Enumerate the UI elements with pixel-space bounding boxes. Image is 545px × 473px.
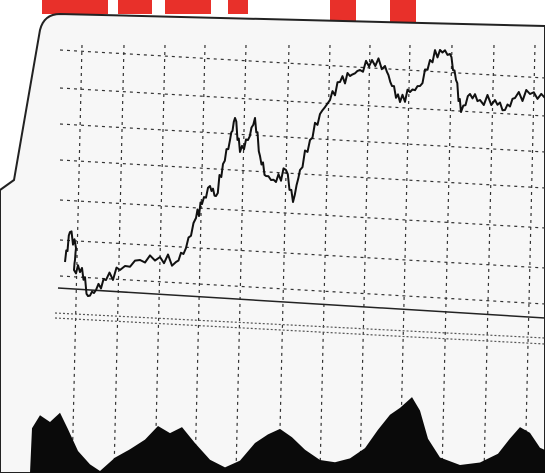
grid-line <box>399 44 411 473</box>
grid-line <box>194 44 206 473</box>
grid-line <box>483 44 495 473</box>
grid-line <box>154 44 166 473</box>
baselines <box>54 287 545 345</box>
grid-line <box>441 44 453 473</box>
stripe <box>42 0 108 14</box>
price-line <box>64 49 545 297</box>
grid-line <box>71 44 83 473</box>
grid-line <box>278 44 290 473</box>
axis-line <box>57 287 545 319</box>
grid <box>59 44 545 473</box>
volume-area <box>30 397 545 473</box>
divider-line <box>54 312 545 339</box>
grid-line <box>113 44 125 473</box>
grid-line <box>319 44 331 473</box>
stripe <box>118 0 152 14</box>
divider-line <box>54 317 545 345</box>
grid-line <box>359 44 371 473</box>
grid-line <box>235 44 247 473</box>
stripe <box>330 0 356 22</box>
stripe <box>390 0 416 22</box>
grid-line <box>524 44 536 473</box>
stripe <box>165 0 211 14</box>
paper-card <box>0 12 545 473</box>
stripe <box>228 0 248 14</box>
red-stripes <box>42 0 416 22</box>
